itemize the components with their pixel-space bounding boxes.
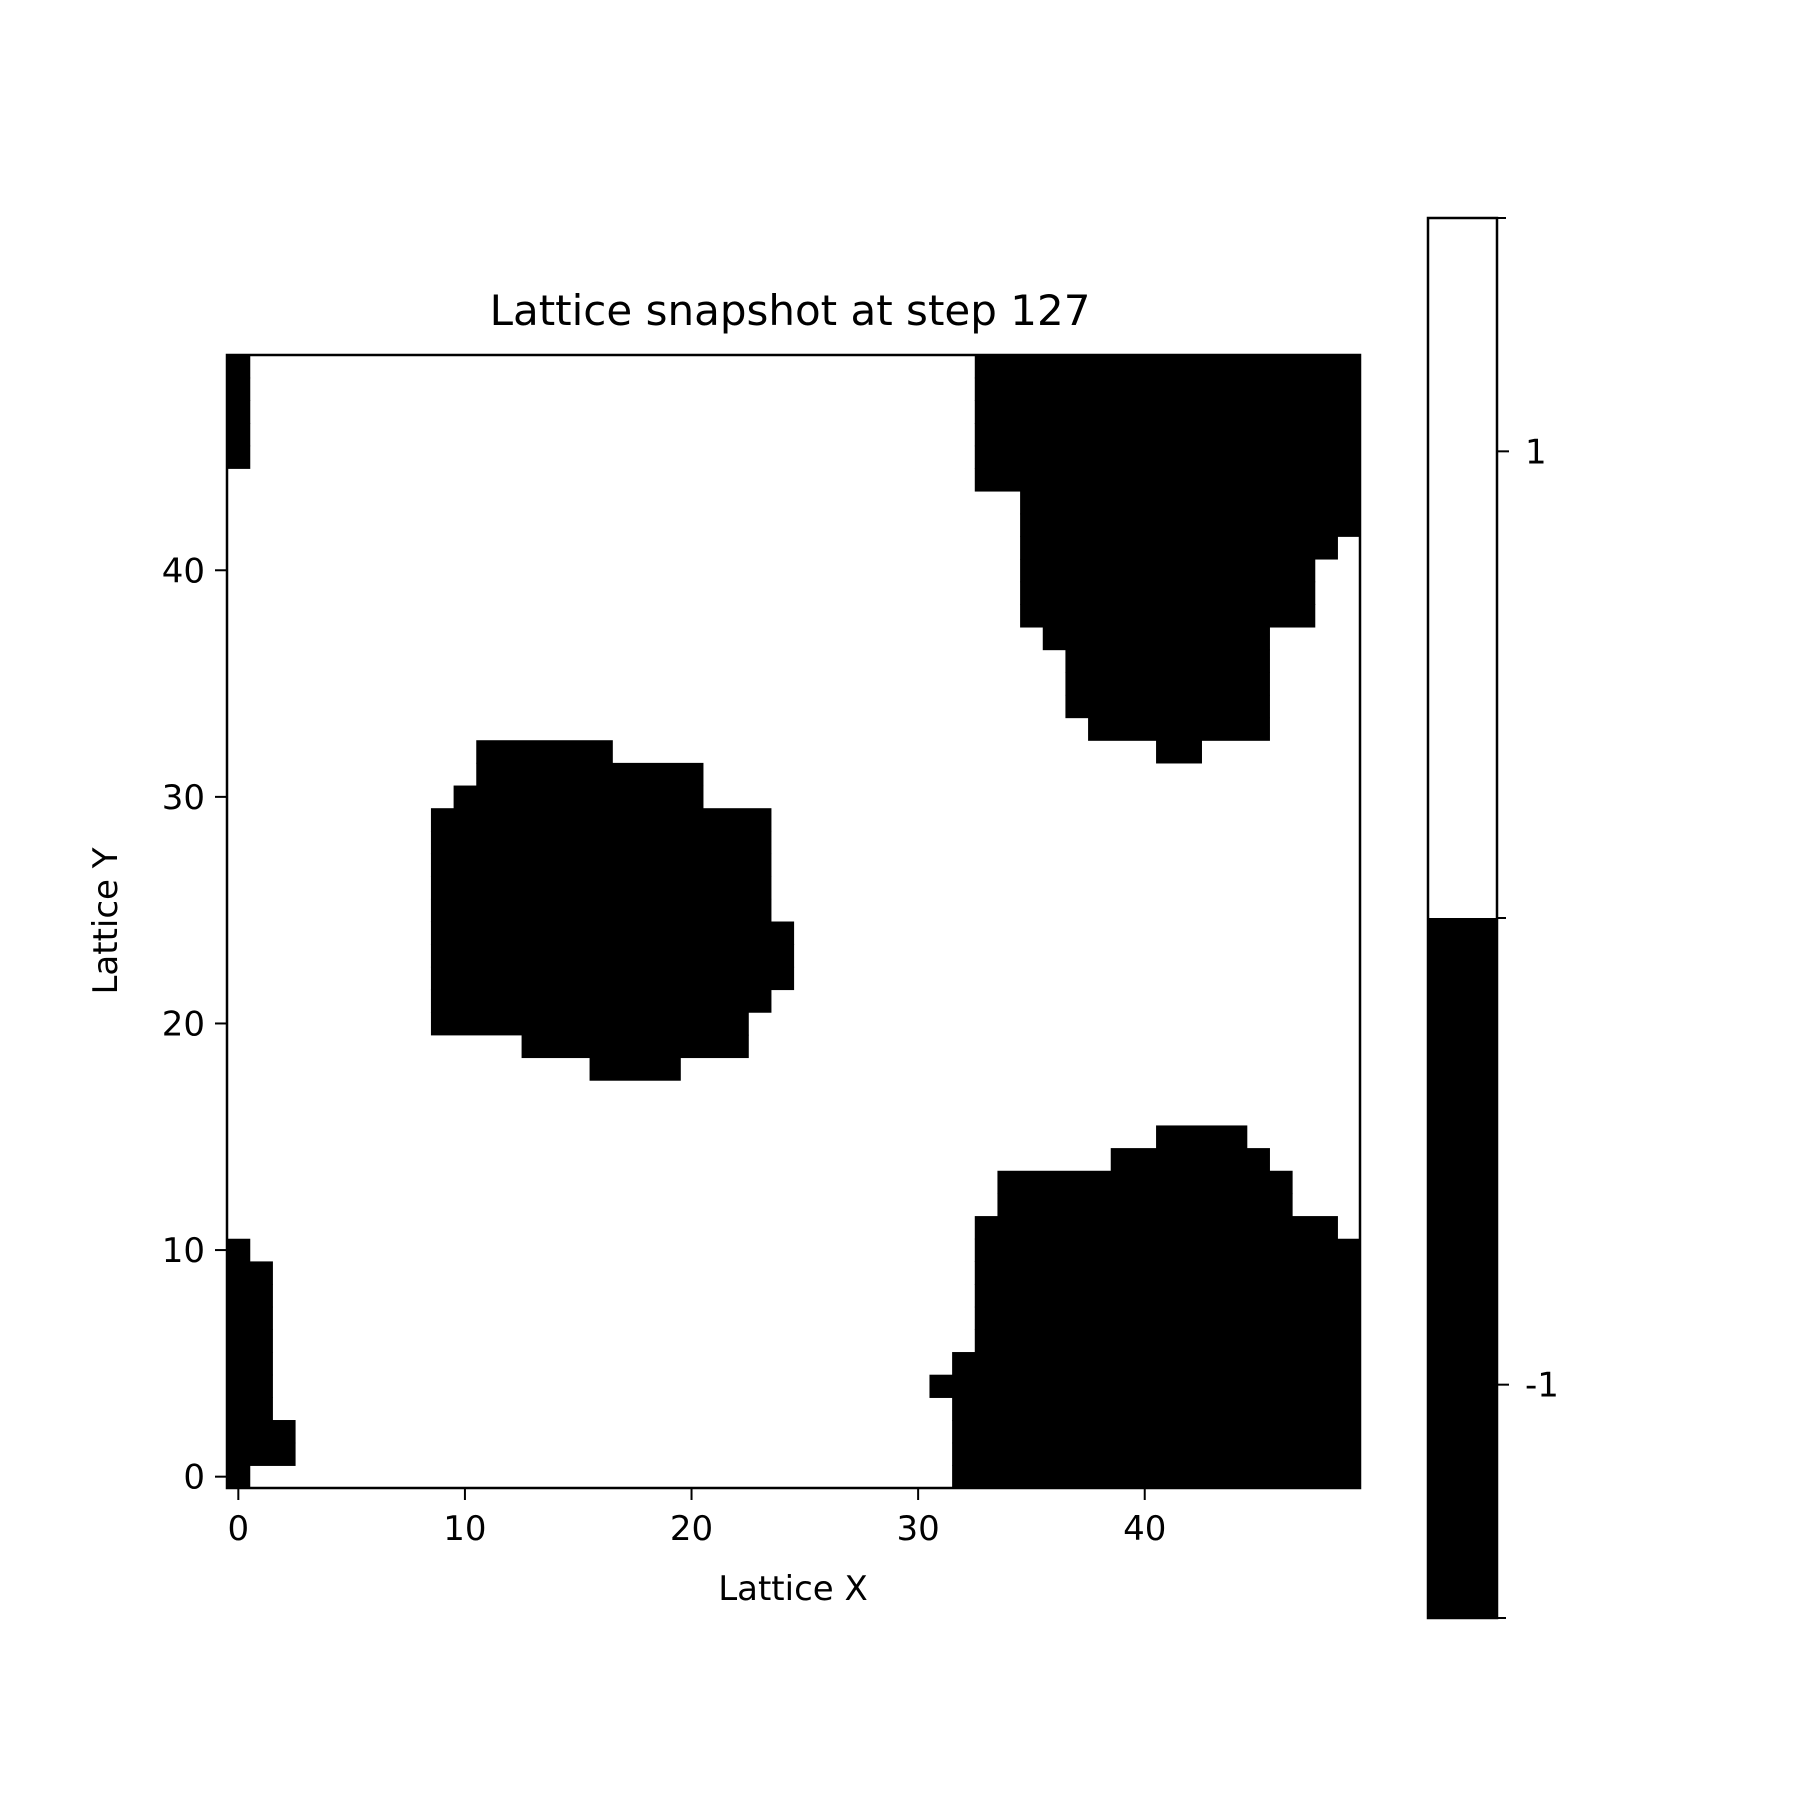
lattice-cell-run [430, 989, 772, 1013]
lattice-cell-run [929, 1374, 1361, 1398]
lattice-cell-run [430, 944, 795, 968]
lattice-cell-run [974, 400, 1361, 424]
lattice-cell-run [453, 785, 704, 809]
lattice-cell-run [521, 1034, 749, 1059]
lattice-cell-run [227, 1238, 251, 1262]
lattice-cell-run [997, 1170, 1293, 1195]
lattice-heatmap [225, 353, 1362, 1490]
colorbar-tick-label: 1 [1525, 432, 1547, 472]
lattice-cell-run [227, 1420, 296, 1444]
lattice-cell-run [227, 1352, 273, 1376]
lattice-cell-run [974, 377, 1361, 401]
colorbar-tick-label: -1 [1525, 1366, 1559, 1406]
lattice-cell-run [476, 762, 704, 787]
lattice-cell-run [430, 966, 795, 991]
lattice-cell-run [227, 1442, 296, 1466]
lattice-cell-run [1020, 513, 1361, 537]
lattice-cell-run [952, 1352, 1361, 1376]
lattice-cell-run [997, 1193, 1293, 1217]
lattice-cells [227, 355, 1361, 1489]
lattice-cell-run [1020, 604, 1316, 628]
lattice-cell-run [227, 1465, 251, 1489]
lattice-cell-run [227, 1397, 273, 1421]
y-tick-label: 0 [183, 1458, 205, 1498]
lattice-cell-run [952, 1465, 1361, 1489]
colorbar-ticks: 1 -1 [1497, 217, 1559, 1619]
lattice-cell-run [952, 1442, 1361, 1466]
lattice-cell-run [952, 1397, 1361, 1421]
lattice-cell-run [1020, 558, 1316, 583]
chart-title: Lattice snapshot at step 127 [490, 286, 1091, 335]
y-tick-label: 40 [162, 551, 205, 591]
lattice-cell-run [227, 377, 251, 401]
lattice-cell-run [1156, 1125, 1248, 1149]
lattice-cell-run [227, 1306, 273, 1330]
lattice-cell-run [1110, 1148, 1270, 1172]
x-axis: 0 10 20 30 40 [228, 1488, 1166, 1549]
lattice-cell-run [1020, 490, 1361, 515]
lattice-cell-run [1020, 581, 1316, 605]
lattice-cell-run [430, 1012, 749, 1036]
colorbar-bands [1428, 218, 1497, 1618]
lattice-cell-run [227, 1284, 273, 1308]
lattice-cell-run [1020, 536, 1338, 560]
x-tick-label: 30 [896, 1509, 939, 1549]
lattice-cell-run [430, 876, 772, 900]
plot-frame [225, 353, 1362, 1490]
lattice-cell-run [476, 740, 613, 764]
y-tick-label: 30 [162, 778, 205, 818]
lattice-cell-run [1088, 717, 1270, 741]
lattice-cell-run [974, 355, 1361, 379]
x-tick-label: 40 [1123, 1509, 1166, 1549]
lattice-cell-run [974, 468, 1361, 492]
lattice-cell-run [1042, 626, 1270, 651]
lattice-cell-run [1065, 694, 1270, 719]
lattice-cell-run [589, 1057, 681, 1081]
lattice-cell-run [227, 400, 251, 424]
lattice-cell-run [974, 1261, 1361, 1285]
y-axis-label: Lattice Y [86, 847, 126, 994]
lattice-cell-run [430, 808, 772, 832]
x-tick-label: 0 [228, 1509, 250, 1549]
colorbar-band [1428, 918, 1497, 1618]
lattice-cell-run [974, 445, 1361, 469]
lattice-cell-run [227, 355, 251, 379]
lattice-cell-run [430, 921, 795, 945]
x-tick-label: 10 [443, 1509, 486, 1549]
lattice-cell-run [974, 1329, 1361, 1353]
lattice-cell-run [974, 422, 1361, 447]
lattice-cell-run [1065, 672, 1270, 696]
lattice-cell-run [1065, 649, 1270, 673]
lattice-cell-run [974, 1284, 1361, 1308]
lattice-cell-run [1156, 740, 1202, 764]
lattice-cell-run [430, 853, 772, 877]
lattice-cell-run [227, 422, 251, 447]
y-axis: 0 10 20 30 40 [162, 551, 227, 1498]
lattice-cell-run [430, 898, 772, 923]
x-axis-label: Lattice X [718, 1569, 868, 1609]
colorbar: 1 -1 [1426, 216, 1559, 1620]
lattice-cell-run [974, 1306, 1361, 1330]
lattice-cell-run [227, 1374, 273, 1398]
lattice-cell-run [952, 1420, 1361, 1444]
y-tick-label: 10 [162, 1231, 205, 1271]
lattice-cell-run [974, 1238, 1361, 1262]
y-tick-label: 20 [162, 1004, 205, 1044]
x-tick-label: 20 [670, 1509, 713, 1549]
lattice-cell-run [974, 1216, 1338, 1240]
lattice-cell-run [430, 830, 772, 855]
lattice-cell-run [227, 445, 251, 469]
colorbar-band [1428, 218, 1497, 918]
lattice-cell-run [227, 1261, 273, 1285]
lattice-cell-run [227, 1329, 273, 1353]
